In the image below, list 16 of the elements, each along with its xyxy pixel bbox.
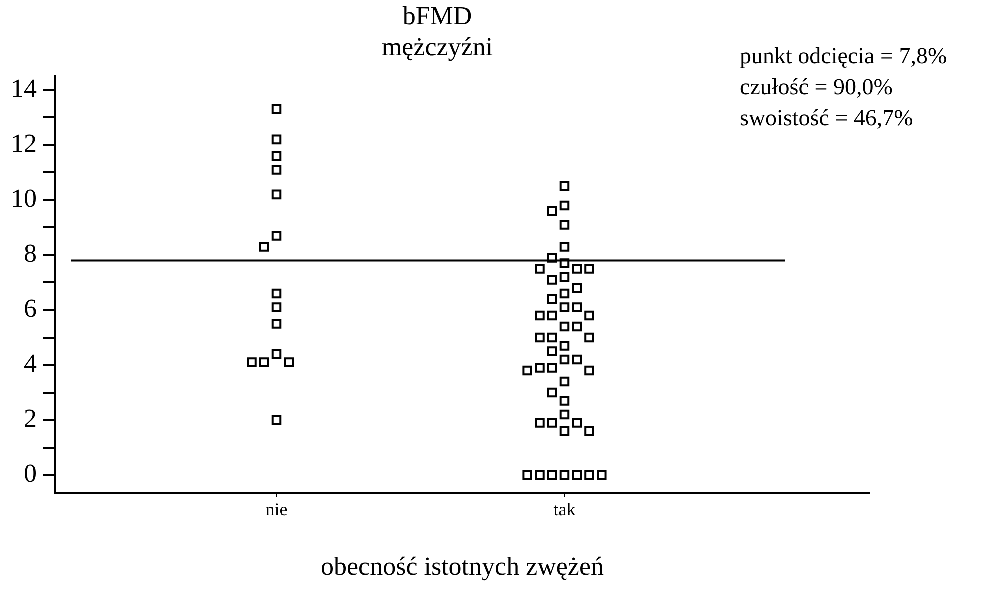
y-tick-label: 8 xyxy=(24,239,37,268)
chart-title: bFMD xyxy=(402,1,472,30)
y-tick-label: 0 xyxy=(24,459,37,488)
y-tick-label: 10 xyxy=(11,184,37,214)
x-tick-label: nie xyxy=(266,500,288,520)
x-tick-label: tak xyxy=(554,500,576,520)
y-tick-label: 12 xyxy=(11,129,37,158)
annotation: swoistość = 46,7% xyxy=(740,106,914,131)
y-tick-label: 14 xyxy=(11,74,37,103)
y-tick-label: 2 xyxy=(24,404,37,434)
y-tick-label: 6 xyxy=(24,294,37,324)
text: punkt odcięcia = 7,8% xyxy=(740,44,948,69)
y-tick-label: 4 xyxy=(24,349,37,378)
annotation: czułość = 90,0% xyxy=(740,74,893,100)
chart-subtitle: mężczyźni xyxy=(382,32,494,62)
x-axis-title: obecność istotnych zwężeń xyxy=(320,552,604,582)
